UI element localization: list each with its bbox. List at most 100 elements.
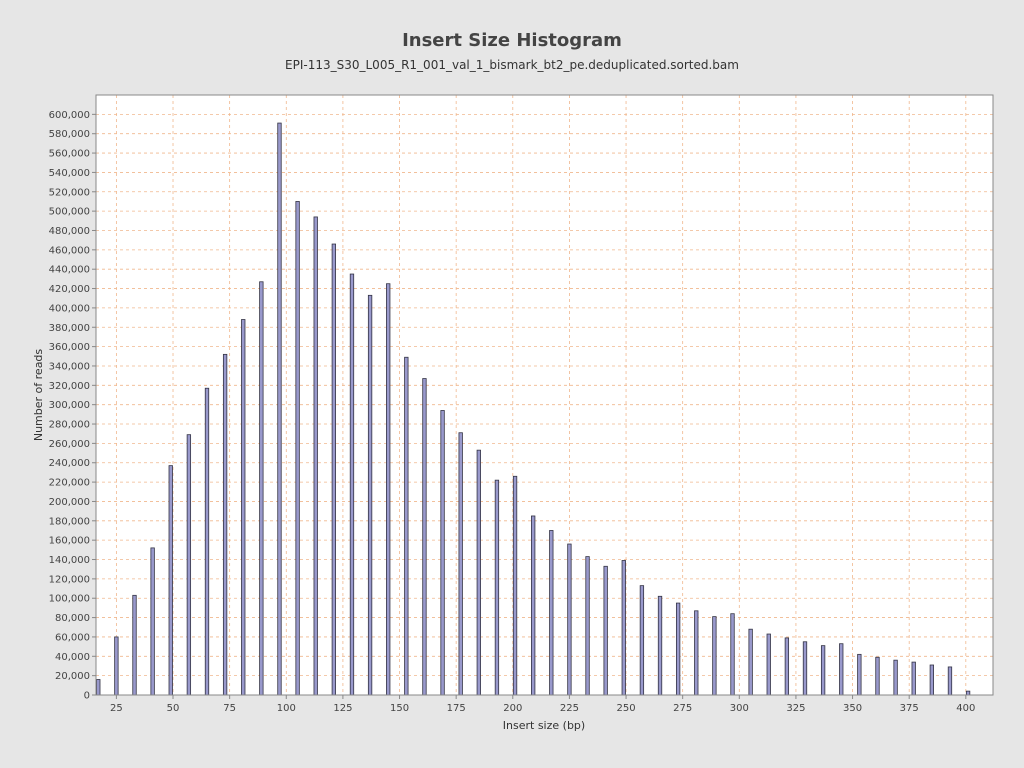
x-tick-label: 275 <box>673 703 692 714</box>
x-tick-label: 175 <box>447 703 466 714</box>
histogram-bar <box>657 595 663 696</box>
histogram-bar <box>585 556 590 696</box>
x-tick-label: 325 <box>786 703 805 714</box>
histogram-bar <box>186 434 192 696</box>
y-tick-label: 580,000 <box>49 129 90 140</box>
x-axis-label: Insert size (bp) <box>503 719 585 732</box>
histogram-bar <box>512 475 518 696</box>
y-tick-label: 80,000 <box>55 613 90 624</box>
y-tick-label: 540,000 <box>49 168 90 179</box>
y-tick-label: 440,000 <box>49 265 90 276</box>
histogram-bar <box>621 560 626 696</box>
histogram-bar <box>494 479 500 696</box>
histogram-bar <box>204 387 210 696</box>
x-tick-label: 350 <box>843 703 862 714</box>
x-tick-label: 400 <box>956 703 975 714</box>
histogram-bar <box>531 515 536 696</box>
histogram-bar <box>349 273 355 696</box>
histogram-bar <box>549 530 554 696</box>
histogram-bar <box>132 594 137 696</box>
y-tick-label: 360,000 <box>49 342 90 353</box>
histogram-bar <box>929 664 934 696</box>
histogram-bar <box>820 645 826 696</box>
histogram-bar <box>150 547 155 696</box>
chart-subtitle: EPI-113_S30_L005_R1_001_val_1_bismark_bt… <box>285 58 739 72</box>
grid-lines <box>96 95 993 696</box>
y-tick-label: 520,000 <box>49 187 90 198</box>
x-tick-label: 25 <box>110 703 123 714</box>
histogram-bar <box>802 641 808 696</box>
y-tick-label: 120,000 <box>49 574 90 585</box>
histogram-bar <box>694 610 699 696</box>
histogram-bar <box>839 643 844 696</box>
x-tick-label: 125 <box>333 703 352 714</box>
y-tick-label: 200,000 <box>49 497 90 508</box>
y-tick-label: 480,000 <box>49 226 90 237</box>
y-tick-label: 140,000 <box>49 555 90 566</box>
histogram-bar <box>277 122 282 696</box>
y-tick-label: 420,000 <box>49 284 90 295</box>
histogram-bar <box>367 294 373 696</box>
y-tick-label: 60,000 <box>55 632 90 643</box>
x-tick-label: 375 <box>900 703 919 714</box>
histogram-bar <box>313 216 318 696</box>
x-tick-label: 150 <box>390 703 409 714</box>
y-tick-label: 220,000 <box>49 478 90 489</box>
y-tick-label: 20,000 <box>55 671 90 682</box>
histogram-bar <box>784 637 790 696</box>
y-tick-label: 260,000 <box>49 439 90 450</box>
histogram-bar <box>893 659 898 696</box>
histogram-bar <box>730 613 735 696</box>
histogram-bar <box>712 616 717 696</box>
y-tick-label: 460,000 <box>49 245 90 256</box>
x-tick-label: 200 <box>503 703 522 714</box>
x-tick-label: 100 <box>277 703 296 714</box>
y-tick-label: 320,000 <box>49 381 90 392</box>
y-tick-label: 180,000 <box>49 516 90 527</box>
chart-title: Insert Size Histogram <box>402 30 622 51</box>
histogram-bar <box>603 565 608 696</box>
histogram-bar <box>911 661 916 696</box>
y-tick-label: 340,000 <box>49 361 90 372</box>
histogram-bar <box>222 353 228 696</box>
histogram-bar <box>331 243 336 696</box>
histogram-bar <box>766 633 771 696</box>
histogram-bar <box>857 653 862 696</box>
x-tick-label: 250 <box>616 703 635 714</box>
y-tick-label: 160,000 <box>49 536 90 547</box>
histogram-bar <box>639 585 645 696</box>
x-tick-label: 75 <box>223 703 236 714</box>
y-tick-label: 100,000 <box>49 594 90 605</box>
histogram-bar <box>295 201 300 696</box>
histogram-bar <box>241 319 246 696</box>
histogram-bar <box>567 543 572 696</box>
histogram-bar <box>404 356 409 696</box>
y-tick-label: 300,000 <box>49 400 90 411</box>
histogram-bar <box>422 378 427 696</box>
x-tick-label: 300 <box>730 703 749 714</box>
x-tick-label: 50 <box>167 703 180 714</box>
y-tick-label: 400,000 <box>49 303 90 314</box>
y-tick-label: 240,000 <box>49 458 90 469</box>
y-tick-label: 40,000 <box>55 652 90 663</box>
y-tick-label: 500,000 <box>49 207 90 218</box>
y-tick-label: 280,000 <box>49 420 90 431</box>
histogram-bar <box>965 690 971 696</box>
axis-ticks: 0 20,000 40,000 60,000 80,000 100,000 120,000 1… <box>49 110 976 714</box>
histogram-bar <box>875 656 880 696</box>
histogram-bar <box>476 449 481 696</box>
x-tick-label: 225 <box>560 703 579 714</box>
y-tick-label: 0 <box>84 691 90 702</box>
histogram-bar <box>440 410 445 696</box>
histogram-bar <box>96 679 101 696</box>
y-axis-label: Number of reads <box>32 349 45 442</box>
histogram-bar <box>259 281 264 696</box>
y-tick-label: 380,000 <box>49 323 90 334</box>
plot-border <box>95 94 994 696</box>
histogram-bar <box>114 636 119 696</box>
histogram-bar <box>458 432 463 696</box>
y-tick-label: 600,000 <box>49 110 90 121</box>
histogram-bar <box>386 283 391 696</box>
histogram-bar <box>748 628 753 696</box>
plot-area <box>96 95 993 695</box>
